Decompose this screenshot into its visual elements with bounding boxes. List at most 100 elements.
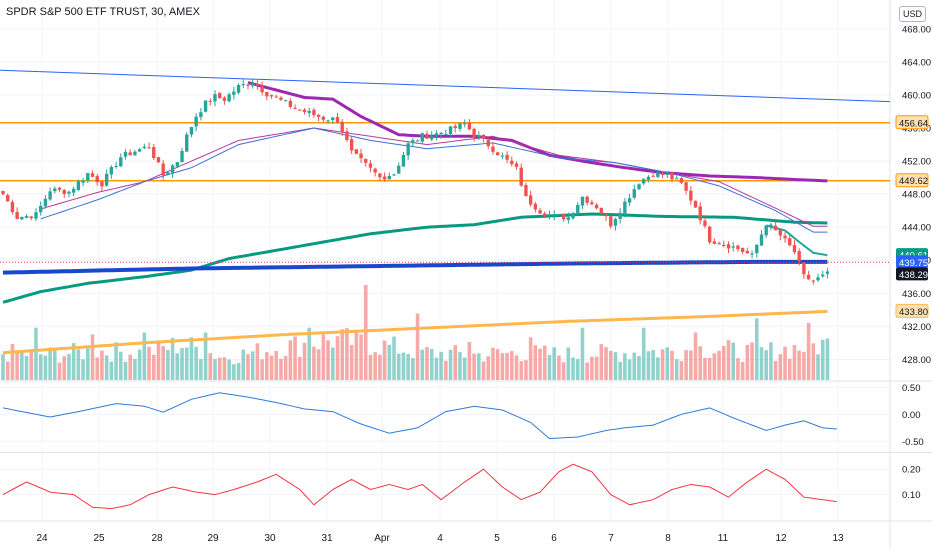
- volume-bar: [754, 318, 759, 380]
- candle-body: [425, 133, 429, 139]
- volume-bar: [67, 353, 71, 380]
- volume-bar: [486, 356, 491, 380]
- candle-body: [293, 107, 297, 109]
- candle-body: [726, 244, 731, 249]
- price-tick-label: 444.00: [902, 223, 931, 234]
- volume-bar: [825, 338, 830, 380]
- candle-body: [585, 196, 589, 203]
- candle-body: [189, 126, 194, 135]
- volume-bar: [679, 361, 684, 380]
- volume-bar: [745, 344, 750, 380]
- candle-body: [1, 190, 5, 195]
- volume-bar: [279, 358, 283, 380]
- volume-bar: [222, 357, 227, 380]
- candle-body: [86, 173, 90, 181]
- volume-bar: [378, 354, 382, 380]
- time-tick-label: 5: [494, 533, 500, 544]
- volume-bar: [726, 340, 731, 380]
- price-tag-bg: [895, 115, 929, 130]
- volume-bar: [557, 355, 561, 380]
- volume-bar: [514, 355, 519, 380]
- volume-bar: [580, 327, 585, 380]
- candle-body: [203, 100, 208, 112]
- volume-bar: [43, 355, 48, 380]
- candle-body: [241, 84, 245, 86]
- volume-bar: [232, 364, 236, 380]
- volume-bar: [118, 351, 123, 380]
- candle-body: [651, 175, 655, 177]
- volume-bar: [274, 350, 279, 380]
- candle-body: [609, 216, 613, 227]
- candle-body: [802, 262, 806, 275]
- price-tag-label: 433.80: [899, 307, 928, 318]
- volume-bar: [703, 357, 707, 380]
- volume-bar: [750, 342, 754, 380]
- candle-body: [599, 208, 604, 214]
- volume-bar: [731, 342, 736, 380]
- candle-body: [495, 152, 500, 156]
- volume-bar: [420, 349, 425, 380]
- candle-body: [439, 132, 443, 134]
- volume-bar: [820, 339, 825, 380]
- volume-bar: [604, 347, 608, 380]
- volume-bars: [1, 285, 830, 380]
- candle-body: [81, 180, 85, 183]
- volume-bar: [816, 354, 820, 380]
- candle-body: [547, 214, 552, 216]
- candle-body: [137, 149, 142, 152]
- candle-body: [104, 173, 109, 186]
- price-tick-label: 452.00: [902, 157, 931, 168]
- candle-body: [552, 214, 556, 216]
- candle-body: [222, 97, 227, 101]
- volume-bar: [302, 342, 307, 380]
- volume-bar: [90, 334, 95, 380]
- candle-body: [637, 184, 641, 190]
- volume-bar: [123, 361, 128, 380]
- volume-bar: [802, 351, 806, 380]
- candle-body: [821, 274, 825, 277]
- time-tick-label: 4: [437, 533, 443, 544]
- candle-body: [170, 165, 175, 174]
- time-tick-label: Apr: [374, 533, 390, 544]
- volume-bar: [260, 359, 264, 380]
- volume-bar: [330, 347, 335, 380]
- candle-body: [15, 212, 19, 219]
- volume-bar: [62, 356, 67, 380]
- candle-body: [623, 201, 627, 214]
- candle-body: [194, 116, 198, 127]
- candle-body: [444, 133, 448, 135]
- indicator-line-orange: [2, 309, 828, 355]
- time-tick-label: 24: [36, 533, 48, 544]
- candles: [1, 79, 830, 285]
- candle-body: [250, 83, 255, 86]
- candle-body: [788, 238, 792, 246]
- candle-body: [491, 146, 495, 152]
- volume-bar: [349, 344, 354, 380]
- volume-bar: [104, 355, 109, 380]
- price-tag-bg: [896, 267, 928, 281]
- volume-bar: [594, 356, 599, 380]
- candle-body: [288, 100, 293, 107]
- volume-bar: [298, 356, 302, 380]
- volume-bar: [100, 350, 104, 380]
- price-tick-label: 460.00: [902, 91, 931, 102]
- oscillator-panel-osc2: 0.20 0.10: [0, 463, 921, 510]
- candle-body: [755, 244, 759, 254]
- currency-button[interactable]: USD: [899, 6, 926, 22]
- time-tick-label: 25: [93, 533, 105, 544]
- candle-body: [707, 226, 712, 243]
- price-tick-label: 436.00: [902, 289, 931, 300]
- candle-body: [684, 182, 688, 191]
- oscillator-tick-label: -0.50: [902, 437, 924, 448]
- price-tick-label: 428.00: [902, 355, 931, 366]
- indicator-line-thin-blue: [40, 127, 828, 233]
- volume-bar: [57, 362, 62, 380]
- volume-bar: [86, 348, 90, 380]
- candle-body: [604, 214, 608, 217]
- time-tick-label: 29: [207, 533, 219, 544]
- volume-bar: [147, 346, 151, 380]
- volume-bar: [429, 348, 434, 380]
- volume-bar: [345, 328, 349, 380]
- candle-body: [632, 189, 636, 198]
